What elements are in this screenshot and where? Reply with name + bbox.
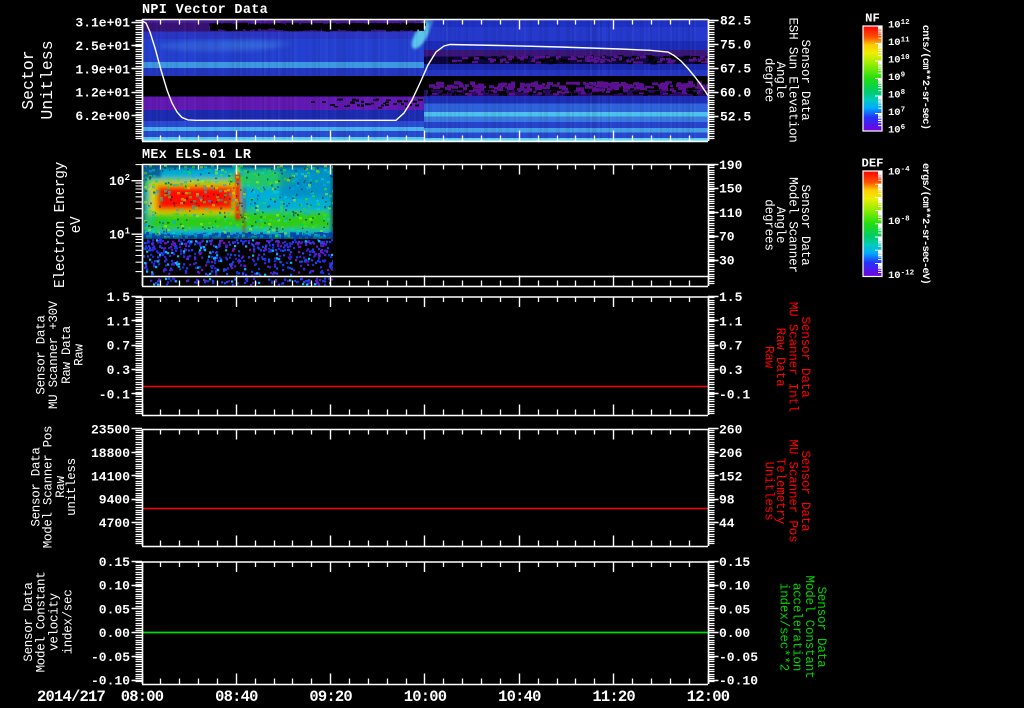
svg-text:Raw Data: Raw Data [773, 328, 787, 388]
svg-text:MEx ELS-01 LR: MEx ELS-01 LR [142, 148, 252, 163]
svg-text:52.5: 52.5 [720, 110, 751, 125]
svg-text:MU Scanner +30V: MU Scanner +30V [47, 300, 61, 409]
svg-text:velocity: velocity [48, 592, 62, 650]
svg-text:Unitless: Unitless [762, 462, 776, 521]
svg-text:1.1: 1.1 [107, 314, 131, 329]
svg-text:4700: 4700 [99, 516, 130, 531]
svg-text:Telemetry: Telemetry [773, 458, 787, 525]
svg-text:Angle: Angle [773, 207, 787, 244]
svg-text:Sensor Data: Sensor Data [30, 447, 44, 527]
svg-text:Unitless: Unitless [38, 40, 57, 119]
svg-text:23500: 23500 [91, 423, 130, 438]
svg-text:degree: degree [762, 58, 776, 102]
svg-text:cnts/(cm**2-sr-sec): cnts/(cm**2-sr-sec) [919, 25, 931, 130]
svg-text:0.3: 0.3 [719, 363, 743, 378]
svg-text:Model Constant: Model Constant [802, 575, 816, 678]
svg-text:0.10: 0.10 [99, 579, 130, 594]
svg-text:-0.05: -0.05 [719, 650, 758, 665]
svg-text:Raw: Raw [54, 475, 68, 497]
svg-text:-0.10: -0.10 [91, 674, 130, 689]
svg-text:0.7: 0.7 [719, 339, 742, 354]
svg-text:1.5: 1.5 [719, 290, 743, 305]
svg-text:index/sec**2: index/sec**2 [777, 583, 791, 671]
svg-text:08:00: 08:00 [121, 688, 164, 706]
svg-text:3.1e+01: 3.1e+01 [75, 16, 130, 31]
svg-text:60.0: 60.0 [720, 86, 751, 101]
svg-text:-0.05: -0.05 [91, 650, 130, 665]
svg-text:unitless: unitless [65, 458, 79, 516]
svg-text:-0.1: -0.1 [719, 387, 750, 402]
svg-text:Raw: Raw [73, 343, 87, 365]
svg-text:75.0: 75.0 [720, 38, 751, 53]
svg-text:206: 206 [719, 446, 743, 461]
svg-text:MU Scanner Pos: MU Scanner Pos [786, 439, 800, 542]
svg-text:09:20: 09:20 [309, 688, 352, 706]
svg-text:30: 30 [719, 254, 735, 269]
svg-text:eV: eV [69, 216, 85, 233]
svg-text:degrees: degrees [762, 199, 776, 251]
svg-text:70: 70 [719, 230, 735, 245]
svg-text:NF: NF [865, 12, 880, 26]
svg-text:190: 190 [719, 158, 743, 173]
svg-text:0.7: 0.7 [107, 339, 130, 354]
svg-text:Sensor Data: Sensor Data [798, 40, 812, 122]
svg-text:Angle: Angle [773, 62, 787, 99]
svg-text:08:40: 08:40 [215, 688, 258, 706]
svg-text:0.05: 0.05 [99, 602, 130, 617]
svg-text:1.1: 1.1 [719, 314, 743, 329]
svg-text:acceleration: acceleration [790, 583, 804, 671]
svg-text:DEF: DEF [862, 157, 884, 171]
svg-text:NPI Vector Data: NPI Vector Data [142, 3, 268, 18]
svg-text:ergs/(cm**2-sr-sec-eV): ergs/(cm**2-sr-sec-eV) [919, 163, 931, 284]
svg-text:-0.1: -0.1 [99, 387, 130, 402]
svg-text:Sector: Sector [19, 50, 38, 109]
svg-text:110: 110 [719, 206, 743, 221]
svg-text:260: 260 [719, 423, 743, 438]
svg-text:0.10: 0.10 [719, 579, 750, 594]
svg-text:Sensor Data: Sensor Data [798, 451, 812, 533]
svg-text:Sensor Data: Sensor Data [798, 317, 812, 399]
svg-text:MU Scanner Intl: MU Scanner Intl [786, 302, 800, 412]
svg-text:Raw Data: Raw Data [60, 325, 74, 383]
svg-text:Sensor Data: Sensor Data [814, 587, 828, 669]
svg-text:12:00: 12:00 [687, 688, 730, 706]
svg-text:ESH Sun Elevation: ESH Sun Elevation [786, 17, 800, 142]
svg-text:10:00: 10:00 [404, 688, 447, 706]
svg-text:1.2e+01: 1.2e+01 [75, 86, 130, 101]
svg-text:9400: 9400 [99, 493, 130, 508]
svg-text:2014/217: 2014/217 [37, 688, 106, 706]
svg-text:Raw: Raw [762, 346, 776, 369]
svg-text:67.5: 67.5 [720, 62, 751, 77]
svg-text:6.2e+00: 6.2e+00 [75, 109, 130, 124]
svg-text:index/sec: index/sec [62, 590, 76, 655]
svg-text:0.3: 0.3 [107, 363, 131, 378]
svg-text:1.5: 1.5 [107, 290, 131, 305]
svg-text:Sensor Data: Sensor Data [798, 185, 812, 267]
svg-text:Sensor Data: Sensor Data [35, 315, 49, 395]
svg-text:150: 150 [719, 182, 743, 197]
svg-text:11:20: 11:20 [592, 688, 635, 706]
svg-text:Model Scanner: Model Scanner [786, 177, 800, 273]
svg-text:Model Constant: Model Constant [35, 572, 49, 673]
svg-text:Model Scanner Pos: Model Scanner Pos [42, 426, 56, 548]
svg-text:0.15: 0.15 [719, 555, 750, 570]
svg-text:10:40: 10:40 [498, 688, 541, 706]
svg-text:0.00: 0.00 [99, 626, 130, 641]
svg-text:0.00: 0.00 [719, 626, 750, 641]
svg-text:0.15: 0.15 [99, 555, 130, 570]
svg-text:2.5e+01: 2.5e+01 [75, 39, 130, 54]
svg-text:82.5: 82.5 [720, 14, 751, 29]
svg-text:1.9e+01: 1.9e+01 [75, 62, 130, 77]
svg-text:Sensor Data: Sensor Data [22, 582, 36, 662]
svg-text:-0.10: -0.10 [719, 674, 758, 689]
svg-text:18800: 18800 [91, 446, 130, 461]
svg-text:44: 44 [719, 516, 735, 531]
svg-text:152: 152 [719, 469, 743, 484]
svg-text:Electron Energy: Electron Energy [53, 161, 69, 288]
svg-text:14100: 14100 [91, 469, 130, 484]
svg-text:0.05: 0.05 [719, 602, 750, 617]
svg-text:98: 98 [719, 493, 735, 508]
